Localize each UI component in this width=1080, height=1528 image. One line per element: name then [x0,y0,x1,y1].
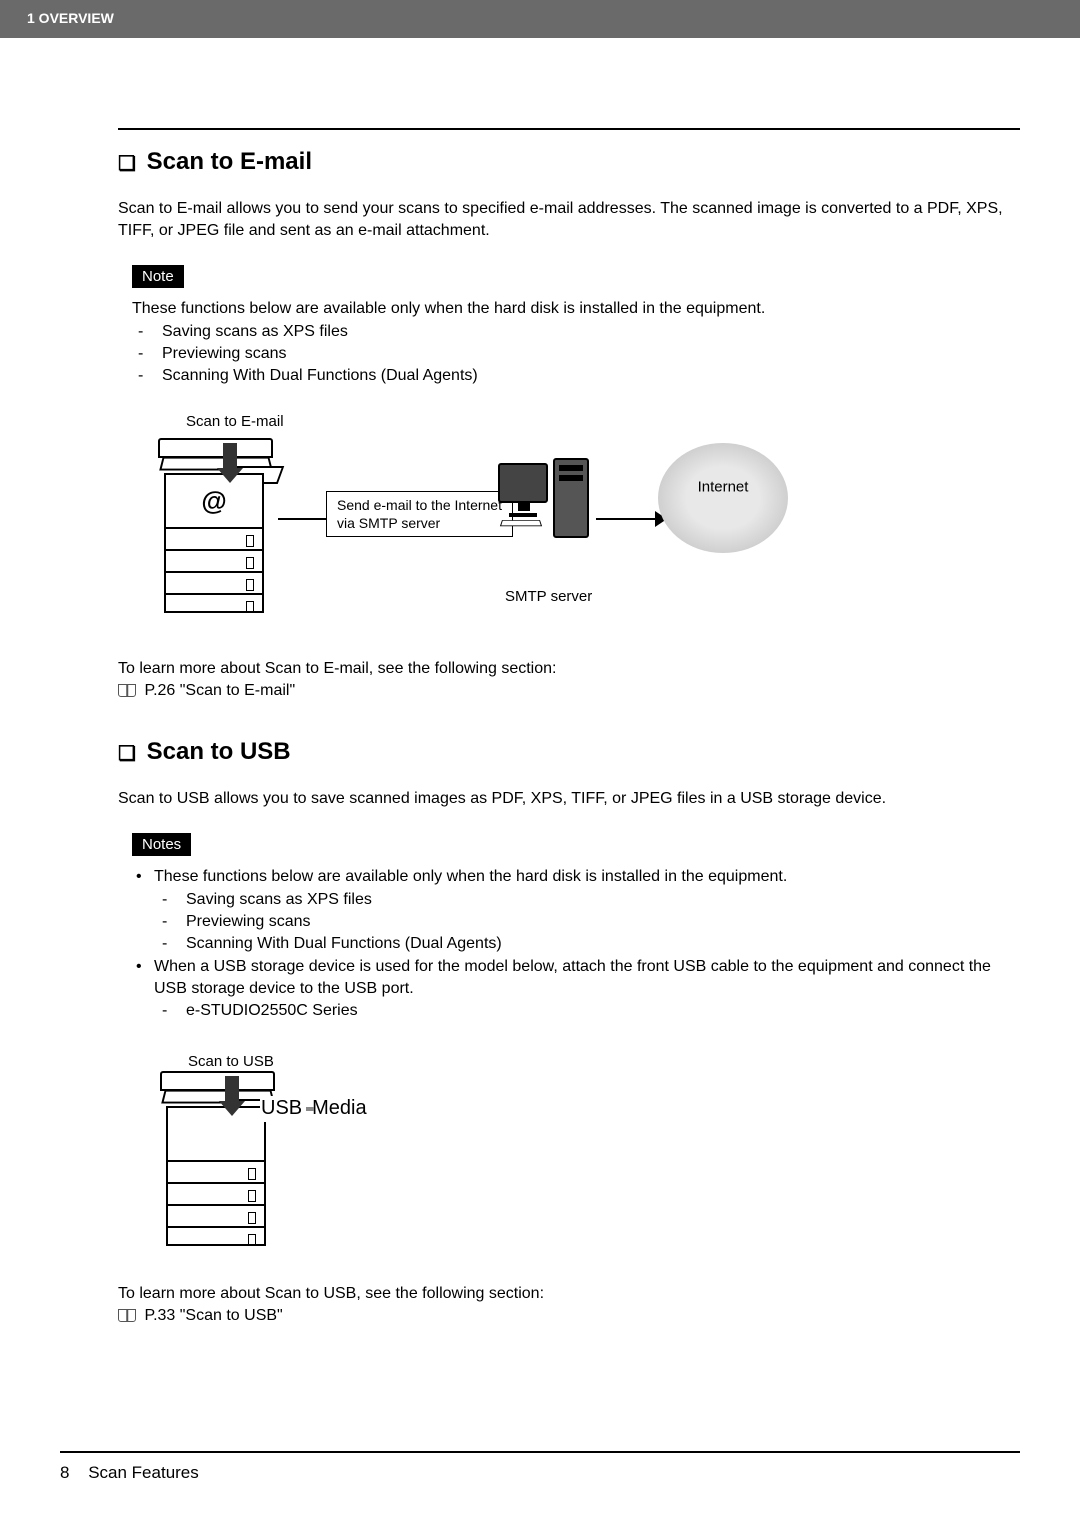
book-icon [118,684,136,697]
footer-text: 8 Scan Features [60,1463,199,1482]
footer-section-name: Scan Features [88,1463,199,1482]
section2-body: Scan to USB allows you to save scanned i… [118,788,1020,810]
note2-item2-text: When a USB storage device is used for th… [154,958,991,997]
note2-item1-intro: These functions below are available only… [154,868,787,885]
callout-line2: via SMTP server [337,515,440,531]
page-footer: 8 Scan Features [60,1443,1020,1483]
list-item: Previewing scans [162,911,1020,933]
mfp-printer-icon: @ [156,438,276,618]
section1-note-list: Saving scans as XPS files Previewing sca… [132,321,1020,388]
list-item: e-STUDIO2550C Series [162,1000,1020,1022]
sub-list: Saving scans as XPS files Previewing sca… [162,889,1020,956]
section2-learn-more: To learn more about Scan to USB, see the… [118,1283,1020,1305]
section1-note-intro: These functions below are available only… [132,298,1020,320]
section2-title: Scan to USB [147,738,291,765]
arrow-down-icon [223,443,243,483]
diagram-scan-to-email: Scan to E-mail @ Send e-mail to the Int [148,413,1020,623]
section2-ref-text: P.33 "Scan to USB" [144,1307,282,1324]
list-item: Scanning With Dual Functions (Dual Agent… [132,365,1020,387]
chapter-title: 1 OVERVIEW [27,10,114,26]
section1-heading: ❏ Scan to E-mail [118,148,1020,176]
section-rule [118,128,1020,130]
internet-label: Internet [698,478,749,495]
diagram-callout: Send e-mail to the Internet via SMTP ser… [326,491,513,537]
page-number: 8 [60,1463,69,1482]
section1-ref: P.26 "Scan to E-mail" [118,680,1020,702]
page-content: ❏ Scan to E-mail Scan to E-mail allows y… [0,38,1080,1328]
internet-cloud-icon: Internet [658,443,788,553]
heading-bullet-icon: ❏ [118,153,136,175]
diagram2-title: Scan to USB [188,1053,274,1070]
list-item: When a USB storage device is used for th… [136,956,1020,1023]
section1-ref-text: P.26 "Scan to E-mail" [144,682,295,699]
section1-title: Scan to E-mail [147,148,312,175]
diagram-scan-to-usb: Scan to USB USBMedia [158,1053,1020,1253]
heading-bullet-icon: ❏ [118,743,136,765]
chapter-header: 1 OVERVIEW [0,0,1080,38]
notes-badge: Notes [132,833,191,856]
list-item: Previewing scans [132,343,1020,365]
book-icon [118,1309,136,1322]
section1-learn-more: To learn more about Scan to E-mail, see … [118,658,1020,680]
usb-drive-icon [306,1107,314,1111]
at-symbol-icon: @ [201,485,226,516]
section2-ref: P.33 "Scan to USB" [118,1305,1020,1327]
arrow-right-icon [596,518,656,520]
list-item: Saving scans as XPS files [162,889,1020,911]
usb-media-label: USBMedia [260,1096,420,1122]
section1-body: Scan to E-mail allows you to send your s… [118,198,1020,241]
section2-notes-list: These functions below are available only… [136,866,1020,1023]
section2-heading: ❏ Scan to USB [118,738,1020,766]
list-item: Scanning With Dual Functions (Dual Agent… [162,933,1020,955]
note-badge: Note [132,265,184,288]
footer-rule [60,1451,1020,1453]
smtp-label: SMTP server [505,588,592,605]
list-item: These functions below are available only… [136,866,1020,956]
callout-line1: Send e-mail to the Internet [337,497,502,513]
arrow-down-icon [225,1076,245,1116]
sub-list: e-STUDIO2550C Series [162,1000,1020,1022]
diagram1-title: Scan to E-mail [186,413,284,430]
list-item: Saving scans as XPS files [132,321,1020,343]
smtp-server-icon [498,463,548,527]
